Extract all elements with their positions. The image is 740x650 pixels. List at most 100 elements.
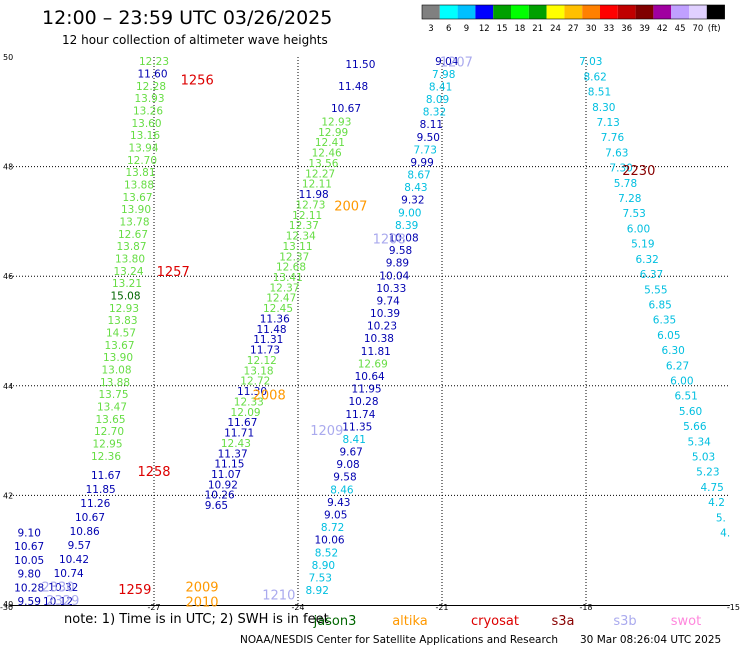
colorbar-label: 27 <box>568 24 579 34</box>
wave-height-value: 9.00 <box>398 207 421 219</box>
wave-height-value: 9.99 <box>410 157 433 169</box>
satellite-legend-swot: swot <box>671 614 701 629</box>
wave-height-value: 7.76 <box>601 132 625 144</box>
wave-height-value: 12.47 <box>266 293 296 305</box>
wave-height-value: 4. <box>720 528 730 540</box>
wave-height-value: 13.24 <box>113 266 143 278</box>
colorbar-swatch <box>475 5 494 19</box>
wave-height-value: 12.36 <box>91 451 121 463</box>
colorbar-label: 39 <box>639 24 650 34</box>
wave-height-value: 12.11 <box>292 210 322 222</box>
colorbar-swatch <box>439 5 458 19</box>
wave-height-value: 12.28 <box>136 81 166 93</box>
wave-height-value: 12.70 <box>127 155 157 167</box>
wave-height-value: 10.33 <box>376 283 406 295</box>
wave-height-value: 11.37 <box>218 448 248 460</box>
footer-timestamp: 30 Mar 08:26:04 UTC 2025 <box>580 634 722 646</box>
wave-height-value: 13.67 <box>104 340 134 352</box>
wave-height-value: 8.52 <box>315 547 338 559</box>
page-subtitle: 12 hour collection of altimeter wave hei… <box>62 33 328 47</box>
x-tick-label: -21 <box>435 603 448 612</box>
y-tick-label: 42 <box>3 491 13 500</box>
colorbar-swatch <box>689 5 707 19</box>
wave-height-value: 10.08 <box>389 232 419 244</box>
wave-height-value: 12.33 <box>234 396 264 408</box>
wave-height-value: 9.67 <box>339 447 362 459</box>
wave-height-value: 8.09 <box>426 94 449 106</box>
wave-height-value: 12.37 <box>289 220 319 232</box>
wave-height-value: 10.86 <box>70 526 100 538</box>
wave-height-value: 9.58 <box>333 472 356 484</box>
wave-height-value: 8.41 <box>343 434 366 446</box>
wave-height-value: 6.00 <box>627 223 650 235</box>
wave-height-value: 12.67 <box>118 229 148 241</box>
wave-height-value: 11.30 <box>237 386 267 398</box>
wave-height-value: 9.32 <box>401 195 424 207</box>
wave-height-value: 12.69 <box>358 358 388 370</box>
pass-time-label: 2330 <box>41 580 74 595</box>
wave-height-value: 13.65 <box>95 414 125 426</box>
wave-height-value: 10.74 <box>54 568 84 580</box>
wave-height-value: 9.43 <box>327 497 350 509</box>
colorbar-label: 36 <box>621 24 632 34</box>
colorbar-label: 30 <box>586 24 597 34</box>
wave-height-value: 13.93 <box>134 93 164 105</box>
wave-height-value: 13.88 <box>100 377 130 389</box>
wave-height-value: 8.43 <box>404 182 427 194</box>
x-tick-label: -15 <box>727 603 740 612</box>
wave-height-value: 12.11 <box>302 179 332 191</box>
wave-height-value: 13.90 <box>103 352 133 364</box>
wave-height-value: 11.07 <box>211 469 241 481</box>
wave-height-value: 10.04 <box>379 270 409 282</box>
colorbar-swatch <box>422 5 440 19</box>
wave-height-value: 12.46 <box>312 148 342 160</box>
wave-height-value: 5.23 <box>696 467 719 479</box>
wave-height-value: 4.75 <box>700 482 723 494</box>
y-tick-label: 50 <box>3 53 13 62</box>
pass-time-label: 2008 <box>253 389 286 404</box>
wave-height-value: 12.99 <box>318 127 348 139</box>
wave-height-value: 5.19 <box>631 239 654 251</box>
colorbar-label: 9 <box>464 24 469 34</box>
track-b-green: 12.9312.9912.4112.4613.5612.2712.1111.98… <box>205 117 352 513</box>
wave-height-value: 13.90 <box>121 204 151 216</box>
wave-height-value: 13.08 <box>101 364 131 376</box>
wave-height-value: 13.26 <box>133 106 163 118</box>
wave-height-value: 13.47 <box>97 401 127 413</box>
wave-height-value: 6.37 <box>640 269 663 281</box>
wave-height-value: 9.65 <box>205 500 228 512</box>
wave-height-value: 10.67 <box>75 512 105 524</box>
pass-time-label: 2329 <box>46 594 79 609</box>
wave-height-value: 11.31 <box>253 334 283 346</box>
x-tick-label: -24 <box>291 603 304 612</box>
wave-height-value: 13.83 <box>107 315 137 327</box>
wave-height-value: 10.32 <box>48 582 78 594</box>
wave-height-value: 9.58 <box>389 245 412 257</box>
wave-height-value: 9.57 <box>68 540 91 552</box>
wave-height-value: 13.87 <box>116 241 146 253</box>
colorbar-label: 70 <box>692 24 703 34</box>
wave-height-value: 6.32 <box>635 254 658 266</box>
wave-height-value: 12.41 <box>315 137 345 149</box>
wave-height-value: 13.67 <box>122 192 152 204</box>
wave-height-value: 11.48 <box>338 81 368 93</box>
wave-height-value: 12.34 <box>286 231 316 243</box>
colorbar-label: 21 <box>532 24 543 34</box>
wave-height-value: 10.26 <box>205 490 235 502</box>
wave-height-value: 8.67 <box>407 170 430 182</box>
wave-height-value: 7.73 <box>414 144 437 156</box>
wave-height-value: 11.15 <box>214 459 244 471</box>
wave-height-value: 13.56 <box>308 158 338 170</box>
x-tick-label: -27 <box>147 603 160 612</box>
wave-height-value: 13.60 <box>131 118 161 130</box>
wave-height-value: 7.63 <box>605 147 628 159</box>
wave-height-value: 11.81 <box>361 346 391 358</box>
wave-height-value: 8.32 <box>423 107 446 119</box>
wave-height-value: 6.05 <box>657 330 680 342</box>
wave-height-value: 11.71 <box>224 428 254 440</box>
wave-height-value: 11.74 <box>345 409 375 421</box>
wave-height-value: 8.92 <box>306 585 329 597</box>
